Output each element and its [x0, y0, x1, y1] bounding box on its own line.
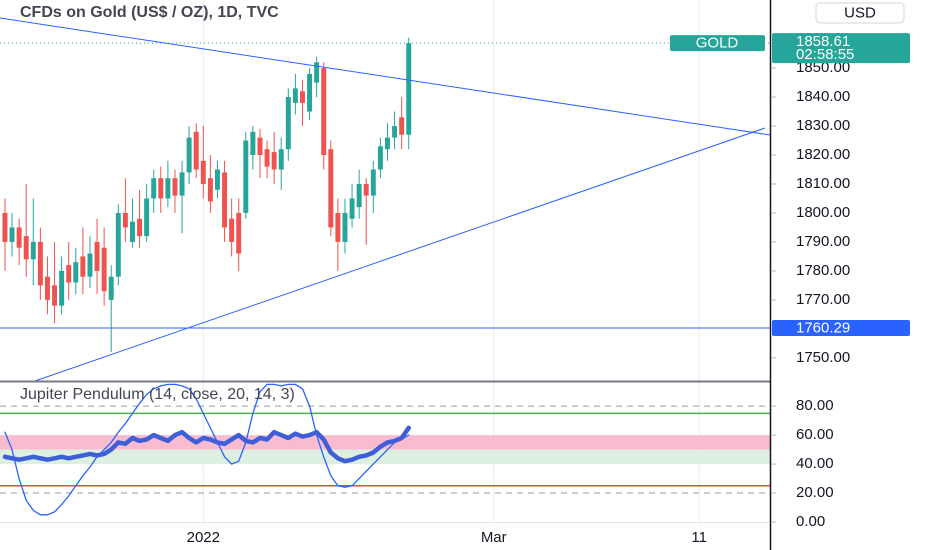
candle-body — [278, 149, 284, 170]
price-label-box — [772, 320, 910, 337]
candle-body — [193, 131, 199, 170]
trend-line[interactable] — [34, 127, 766, 382]
candle-body — [370, 169, 376, 196]
symbol-label-box — [670, 35, 765, 52]
candle-body — [335, 212, 341, 242]
candle-body — [151, 178, 157, 199]
y-tick-label: 1750.00 — [796, 349, 850, 366]
trend-line[interactable] — [0, 17, 771, 136]
y-tick-label: 1790.00 — [796, 233, 850, 250]
candle-body — [349, 198, 355, 219]
indicator-title: Jupiter Pendulum (14, close, 20, 14, 3) — [20, 386, 295, 403]
candle-body — [44, 276, 50, 300]
x-tick-label: Mar — [481, 529, 507, 546]
candle-body — [285, 97, 291, 150]
symbol-label: GOLD — [696, 35, 739, 52]
price-label: 1760.29 — [796, 319, 850, 336]
x-tick-label: 2022 — [187, 529, 220, 546]
candle-body — [66, 265, 72, 283]
y-tick-label: 20.00 — [796, 484, 834, 501]
candle-body — [172, 178, 178, 196]
candle-body — [314, 62, 320, 83]
candle-body — [385, 137, 390, 150]
countdown: 02:58:55 — [796, 46, 854, 63]
grid — [202, 0, 700, 522]
candle-body — [264, 149, 270, 167]
candle-body — [80, 256, 86, 277]
candle-body — [122, 212, 128, 228]
last-price-box — [772, 33, 910, 64]
candle-body — [129, 221, 135, 242]
candle-body — [377, 146, 383, 170]
candle-body — [299, 91, 305, 103]
candle-body — [214, 169, 220, 190]
candle-body — [30, 241, 36, 260]
candle-body — [101, 247, 107, 292]
y-tick-label: 1800.00 — [796, 204, 850, 221]
candle-body — [243, 140, 249, 213]
chart-title: CFDs on Gold (US$ / OZ), 1D, TVC — [20, 4, 279, 21]
candle-body — [179, 172, 185, 196]
indicator-pane — [0, 383, 770, 516]
candle-body — [328, 149, 334, 228]
candle-body — [137, 218, 143, 237]
y-tick-label: 1850.00 — [796, 59, 850, 76]
candle-body — [363, 183, 369, 196]
candle-body — [229, 218, 235, 242]
candle-body — [37, 241, 43, 286]
candle-body — [108, 276, 114, 300]
indicator-line — [4, 383, 410, 516]
band — [0, 449, 770, 465]
candle-body — [158, 178, 164, 199]
candle-body — [144, 198, 150, 237]
last-price-label: 1858.61 — [796, 33, 850, 50]
y-tick-label: 1770.00 — [796, 291, 850, 308]
candle-body — [222, 172, 228, 228]
candle-body — [9, 227, 15, 242]
candle-body — [321, 68, 327, 156]
price-axis[interactable] — [771, 0, 932, 550]
candle-body — [307, 73, 313, 112]
y-tick-label: 80.00 — [796, 397, 834, 414]
candle-body — [406, 43, 412, 135]
candle-body — [356, 183, 362, 208]
y-tick-label: 1840.00 — [796, 88, 850, 105]
candle-body — [59, 270, 65, 306]
candle-body — [257, 137, 263, 156]
y-tick-label: 1830.00 — [796, 117, 850, 134]
candle-body — [399, 117, 405, 135]
candle-body — [236, 212, 242, 254]
y-tick-label: 60.00 — [796, 426, 834, 443]
y-tick-label: 1810.00 — [796, 175, 850, 192]
candle-body — [292, 88, 298, 103]
price-pane — [0, 37, 770, 353]
candle-body — [186, 137, 192, 173]
y-tick-label: 1820.00 — [796, 146, 850, 163]
candle-body — [115, 212, 121, 277]
candle-body — [2, 212, 8, 242]
y-tick-label: 0.00 — [796, 513, 825, 530]
candle-body — [165, 178, 171, 199]
y-tick-label: 1780.00 — [796, 262, 850, 279]
y-tick-label: 40.00 — [796, 455, 834, 472]
candle-body — [23, 236, 29, 260]
axis-labels: 2022Mar111750.001760.001770.001780.00179… — [187, 30, 910, 546]
candle-body — [271, 152, 277, 170]
candle-body — [94, 241, 100, 271]
candle-body — [207, 178, 213, 202]
x-tick-label: 11 — [691, 529, 707, 546]
currency-label[interactable]: USD — [844, 4, 876, 21]
currency-button[interactable] — [815, 2, 905, 24]
candle-body — [52, 285, 58, 306]
indicator-line — [2, 425, 411, 464]
candle-body — [16, 227, 22, 248]
candle-body — [200, 160, 206, 184]
candle-body — [250, 131, 256, 156]
candle-body — [342, 212, 348, 242]
candle-body — [87, 253, 93, 277]
candle-body — [73, 262, 79, 283]
candle-body — [392, 126, 398, 138]
